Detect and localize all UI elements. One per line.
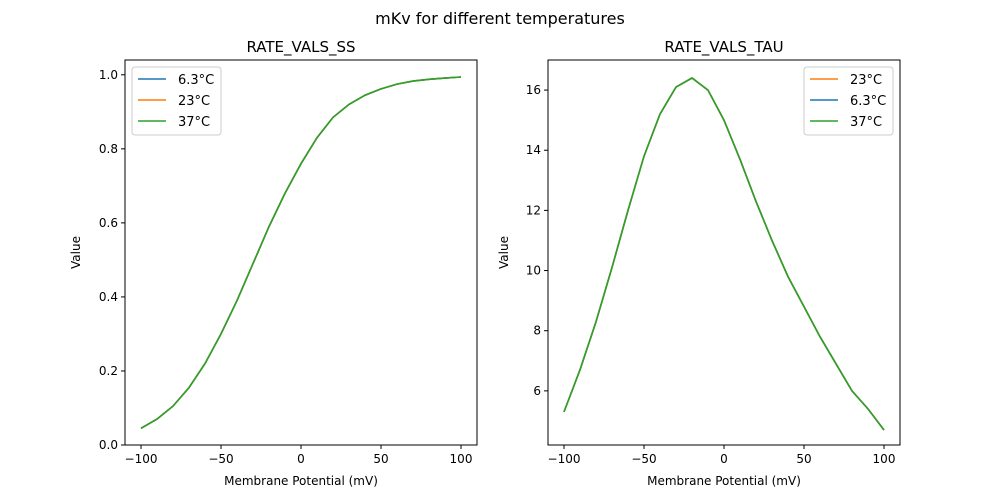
y-tick-label: 10 — [526, 264, 541, 278]
x-tick-label: −100 — [125, 452, 158, 466]
y-axis-label: Value — [69, 236, 83, 269]
x-tick-label: −50 — [631, 452, 656, 466]
legend-label: 37°C — [178, 115, 210, 130]
y-tick-label: 14 — [526, 143, 541, 157]
y-tick-label: 0.8 — [99, 142, 118, 156]
legend-frame — [803, 66, 894, 136]
legend-label: 6.3°C — [178, 73, 214, 88]
subplot-title: RATE_VALS_TAU — [664, 38, 783, 57]
legend-label: 6.3°C — [850, 94, 886, 109]
legend: 23°C 6.3°C 37°C — [803, 66, 894, 136]
y-tick-label: 0.2 — [99, 364, 118, 378]
x-tick-label: −50 — [208, 452, 233, 466]
legend: 6.3°C 23°C 37°C — [131, 66, 222, 136]
y-tick-label: 8 — [533, 324, 541, 338]
y-tick-label: 0.4 — [99, 290, 118, 304]
y-tick-label: 6 — [533, 384, 541, 398]
x-axis-label: Membrane Potential (mV) — [224, 474, 378, 488]
figure-suptitle: mKv for different temperatures — [375, 9, 625, 28]
subplot-ss: RATE_VALS_SS −100 −50 0 50 100 0.0 0.2 0.4 0.6 0.8… — [69, 38, 478, 488]
x-tick-label: 50 — [796, 452, 811, 466]
axes-frame — [124, 59, 478, 446]
y-tick-label: 1.0 — [99, 68, 118, 82]
y-tick-label: 0.6 — [99, 216, 118, 230]
x-tick-label: 0 — [297, 452, 305, 466]
x-tick-label: 100 — [450, 452, 473, 466]
series-line-37°C — [563, 77, 885, 431]
subplot-title: RATE_VALS_SS — [246, 38, 355, 57]
y-tick-label: 12 — [526, 203, 541, 217]
y-tick-label: 0.0 — [99, 438, 118, 452]
legend-label: 23°C — [850, 73, 882, 88]
series-line-37°C — [140, 76, 462, 429]
x-axis-label: Membrane Potential (mV) — [647, 474, 801, 488]
x-tick-label: 100 — [873, 452, 896, 466]
x-tick-label: 50 — [373, 452, 388, 466]
legend-label: 37°C — [850, 115, 882, 130]
subplot-tau: RATE_VALS_TAU −100 −50 0 50 100 6 8 10 12 14 16 Memb… — [497, 38, 901, 488]
legend-label: 23°C — [178, 94, 210, 109]
legend-frame — [131, 66, 222, 136]
x-tick-label: −100 — [548, 452, 581, 466]
x-tick-label: 0 — [720, 452, 728, 466]
y-tick-label: 16 — [526, 83, 541, 97]
y-axis-label: Value — [497, 236, 511, 269]
axes-frame — [547, 59, 901, 446]
